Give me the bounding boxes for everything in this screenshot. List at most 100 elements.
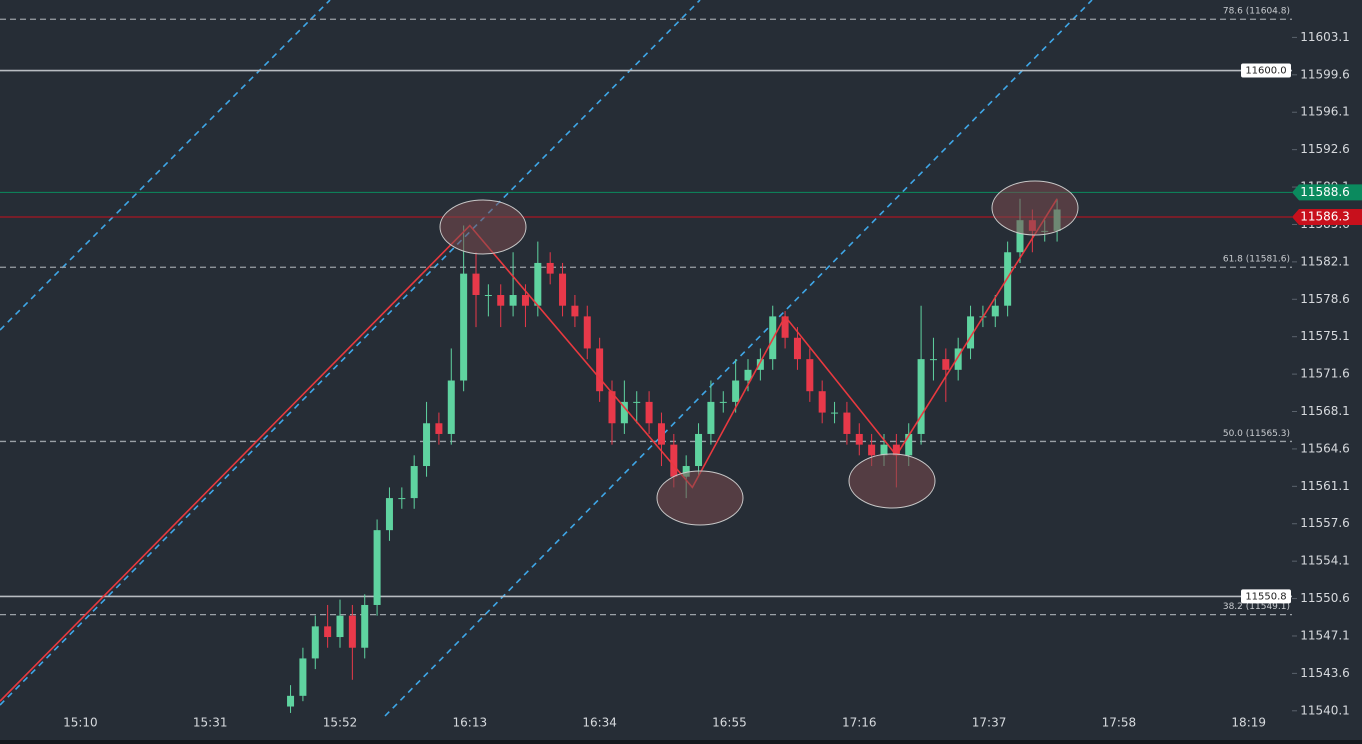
y-tick-label: 11571.6	[1300, 367, 1350, 381]
candle-body	[954, 348, 962, 370]
y-tick-label: 11550.6	[1300, 591, 1350, 605]
candle-body	[435, 423, 443, 434]
candle-body	[942, 359, 950, 370]
x-tick-label: 17:37	[972, 716, 1007, 730]
y-tick-label: 11543.6	[1300, 666, 1350, 680]
zigzag	[0, 198, 1058, 702]
x-tick-label: 15:52	[323, 716, 358, 730]
candle-body	[324, 626, 332, 638]
candle-body	[707, 401, 715, 434]
x-tick-label: 15:31	[193, 716, 228, 730]
candle-body	[793, 337, 801, 360]
candle-body	[398, 498, 406, 500]
candle-body	[509, 295, 517, 306]
channel-line	[0, 0, 701, 706]
candle-body	[348, 615, 356, 648]
candle-body	[447, 380, 455, 434]
y-tick-label: 11582.1	[1300, 254, 1350, 268]
candle-body	[929, 359, 937, 361]
price-tag-label: 11588.6	[1300, 185, 1350, 199]
ellipse	[848, 453, 936, 509]
candle-body	[732, 380, 740, 402]
candle-body	[719, 401, 727, 403]
y-tick-label: 11540.1	[1300, 703, 1350, 717]
candle-body	[460, 273, 468, 381]
candle-body	[905, 433, 913, 456]
candle-body	[299, 658, 307, 696]
y-tick-label: 11599.6	[1300, 67, 1350, 81]
candle-body	[967, 316, 975, 349]
ellipse	[439, 199, 527, 255]
candle-body	[892, 444, 900, 456]
fib-label: 78.6 (11604.8)	[1223, 7, 1290, 17]
candle-body	[559, 273, 567, 306]
y-tick-label: 11578.6	[1300, 292, 1350, 306]
candle-body	[620, 401, 628, 424]
x-tick-label: 15:10	[63, 716, 98, 730]
y-tick-label: 11575.1	[1300, 329, 1350, 343]
level-label: 11550.8	[1245, 591, 1286, 602]
candle-body	[287, 695, 295, 707]
candle-body	[596, 348, 604, 392]
candle-body	[484, 295, 492, 297]
candle-body	[781, 316, 789, 338]
fib-label: 50.0 (11565.3)	[1223, 429, 1290, 439]
candle-body	[744, 369, 752, 381]
candle-body	[472, 273, 480, 296]
candle-body	[756, 359, 764, 370]
candle-body	[682, 466, 690, 477]
ellipse	[656, 470, 744, 526]
candle-body	[991, 305, 999, 317]
fib-label: 38.2 (11549.1)	[1223, 602, 1290, 612]
candle-body	[657, 423, 665, 445]
ellipse	[991, 180, 1079, 236]
y-tick-label: 11568.1	[1300, 404, 1350, 418]
channel-line	[0, 0, 331, 331]
candle-body	[843, 412, 851, 434]
candle-body	[311, 626, 319, 659]
candle-body	[571, 305, 579, 317]
candle-body	[1016, 220, 1024, 253]
candle-body	[546, 262, 554, 274]
y-tick-label: 11557.6	[1300, 516, 1350, 530]
level-label: 11600.0	[1245, 66, 1286, 77]
candle-body	[917, 359, 925, 434]
level-box	[1241, 63, 1291, 78]
y-tick-label: 11592.6	[1300, 142, 1350, 156]
candle-body	[855, 433, 863, 445]
y-tick-label: 11603.1	[1300, 30, 1350, 44]
y-tick-label: 11561.1	[1300, 479, 1350, 493]
candle-body	[608, 391, 616, 424]
level-box	[1241, 589, 1291, 604]
candle-body	[423, 423, 431, 467]
candle-body	[880, 444, 888, 456]
candle-body	[633, 401, 641, 403]
candle-body	[521, 295, 529, 306]
x-tick-label: 17:58	[1102, 716, 1137, 730]
candle-body	[806, 359, 814, 392]
x-tick-label: 16:34	[582, 716, 617, 730]
y-tick-label: 11596.1	[1300, 105, 1350, 119]
candle-body	[373, 530, 381, 605]
candle-body	[831, 412, 839, 414]
x-tick-label: 17:16	[842, 716, 877, 730]
candle-body	[497, 295, 505, 306]
x-tick-label: 16:55	[712, 716, 747, 730]
x-tick-label: 18:19	[1231, 716, 1266, 730]
pattern-highlights	[439, 180, 1079, 526]
price-tag	[1292, 208, 1362, 225]
y-tick-label: 11564.6	[1300, 441, 1350, 455]
candle-body	[695, 433, 703, 467]
candle-body	[670, 444, 678, 477]
price-tag-label: 11586.3	[1300, 209, 1350, 223]
candle-body	[645, 401, 653, 424]
candle-body	[385, 498, 393, 531]
fib-label: 61.8 (11581.6)	[1223, 255, 1290, 265]
price-tag	[1292, 184, 1362, 201]
candle-body	[336, 615, 344, 638]
y-tick-label: 11554.1	[1300, 554, 1350, 568]
candle-body	[410, 466, 418, 499]
bottom-strip	[0, 740, 1362, 744]
candles	[287, 198, 1061, 713]
